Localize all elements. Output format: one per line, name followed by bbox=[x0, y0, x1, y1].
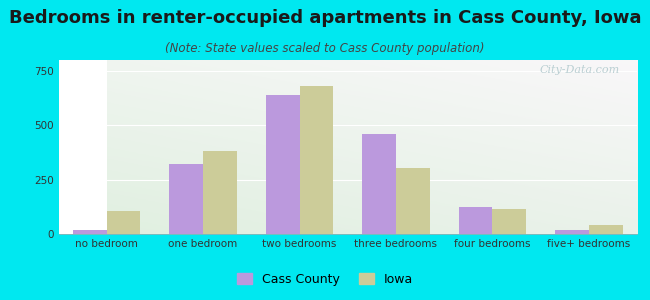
Bar bbox=[266, 95, 300, 234]
Bar bbox=[459, 207, 493, 234]
Text: (Note: State values scaled to Cass County population): (Note: State values scaled to Cass Count… bbox=[165, 42, 485, 55]
Bar bbox=[73, 230, 107, 234]
Bar bbox=[300, 86, 333, 234]
Bar bbox=[396, 168, 430, 234]
Bar bbox=[203, 152, 237, 234]
Legend: Cass County, Iowa: Cass County, Iowa bbox=[232, 268, 418, 291]
Bar bbox=[362, 134, 396, 234]
Bar bbox=[589, 225, 623, 234]
Text: Bedrooms in renter-occupied apartments in Cass County, Iowa: Bedrooms in renter-occupied apartments i… bbox=[8, 9, 642, 27]
Bar bbox=[107, 211, 140, 234]
Bar bbox=[493, 209, 526, 234]
Bar bbox=[555, 230, 589, 234]
Text: City-Data.com: City-Data.com bbox=[540, 65, 619, 75]
Bar bbox=[170, 164, 203, 234]
